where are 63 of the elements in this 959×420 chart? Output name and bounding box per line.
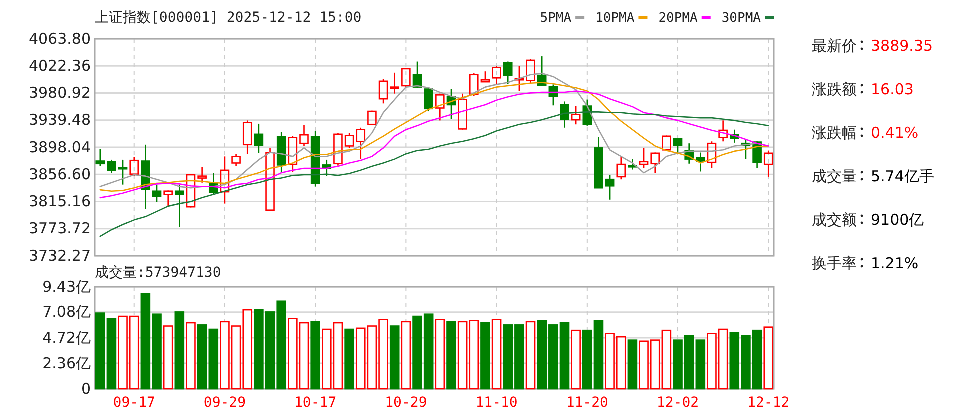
category-label: 涨跌额 bbox=[812, 80, 857, 98]
bar bbox=[344, 328, 354, 390]
bar bbox=[186, 322, 196, 390]
category-label: 换手率 bbox=[812, 254, 857, 272]
y-tick-label: 9.43亿 bbox=[42, 278, 91, 296]
text: 16.03 bbox=[871, 80, 914, 98]
bar bbox=[696, 340, 706, 390]
bar bbox=[571, 330, 581, 390]
y-tick-label: 3815.16 bbox=[28, 192, 91, 211]
bar bbox=[435, 319, 446, 390]
x-tick-label: 09-17 bbox=[113, 394, 156, 411]
legend-label: 10PMA bbox=[596, 11, 635, 26]
y-tick-label: 3980.92 bbox=[28, 84, 91, 102]
legend-label: 30PMA bbox=[722, 11, 762, 26]
y-tick-label: 3898.04 bbox=[28, 138, 91, 156]
x-tick-label: 09-29 bbox=[204, 394, 246, 411]
x-tick-label: 10-17 bbox=[294, 394, 337, 411]
bar bbox=[163, 326, 174, 390]
y-tick-label: 4022.36 bbox=[28, 56, 91, 75]
y-tick-label: 3773.72 bbox=[28, 220, 91, 238]
text: 3889.35 bbox=[871, 37, 934, 55]
category-label: 成交额 bbox=[812, 211, 857, 229]
y-tick-label: 4.72亿 bbox=[42, 328, 91, 347]
y-tick-label: 7.08亿 bbox=[42, 303, 91, 322]
candlestick bbox=[220, 156, 230, 204]
x-tick-label: 11-10 bbox=[476, 394, 518, 411]
chart-title: 成交量:573947130 bbox=[95, 265, 222, 281]
text: 0.41% bbox=[871, 124, 919, 142]
bar bbox=[446, 321, 456, 390]
candlestick bbox=[514, 66, 524, 92]
y-tick-label: 4063.80 bbox=[28, 30, 91, 48]
x-tick-label: 12-02 bbox=[656, 394, 700, 411]
y-tick-label: 3856.60 bbox=[28, 165, 91, 184]
y-tick-label: 3939.48 bbox=[28, 111, 91, 130]
bar bbox=[390, 326, 400, 390]
bar bbox=[174, 312, 185, 390]
candlestick bbox=[242, 120, 252, 155]
candlestick bbox=[718, 120, 728, 142]
text: 1.21% bbox=[871, 254, 919, 272]
category-label: 最新价 bbox=[812, 37, 857, 55]
bar bbox=[628, 340, 638, 390]
legend-label: 20PMA bbox=[658, 11, 698, 26]
y-tick-label: 2.36亿 bbox=[42, 354, 91, 372]
text: 9100亿 bbox=[871, 211, 924, 229]
candlestick bbox=[390, 72, 400, 94]
candlestick bbox=[696, 152, 706, 172]
y-tick-label: 3732.27 bbox=[28, 246, 91, 265]
x-tick-label: 12-12 bbox=[748, 394, 790, 411]
legend-label: 5PMA bbox=[540, 11, 572, 26]
text: 5.74亿手 bbox=[871, 168, 934, 186]
bar bbox=[764, 326, 774, 390]
bar bbox=[310, 321, 320, 390]
candlestick bbox=[560, 101, 570, 129]
category-label: 涨跌幅 bbox=[812, 124, 857, 142]
x-tick-label: 10-29 bbox=[385, 394, 428, 411]
x-tick-label: 11-20 bbox=[566, 394, 608, 411]
chart-title: 上证指数[000001] 2025-12-12 15:00 bbox=[95, 10, 362, 26]
category-label: 成交量 bbox=[812, 168, 857, 186]
y-tick-label: 0 bbox=[81, 380, 91, 398]
bar bbox=[480, 322, 490, 390]
bar bbox=[401, 321, 412, 390]
bar bbox=[492, 319, 502, 390]
bar bbox=[526, 321, 536, 390]
